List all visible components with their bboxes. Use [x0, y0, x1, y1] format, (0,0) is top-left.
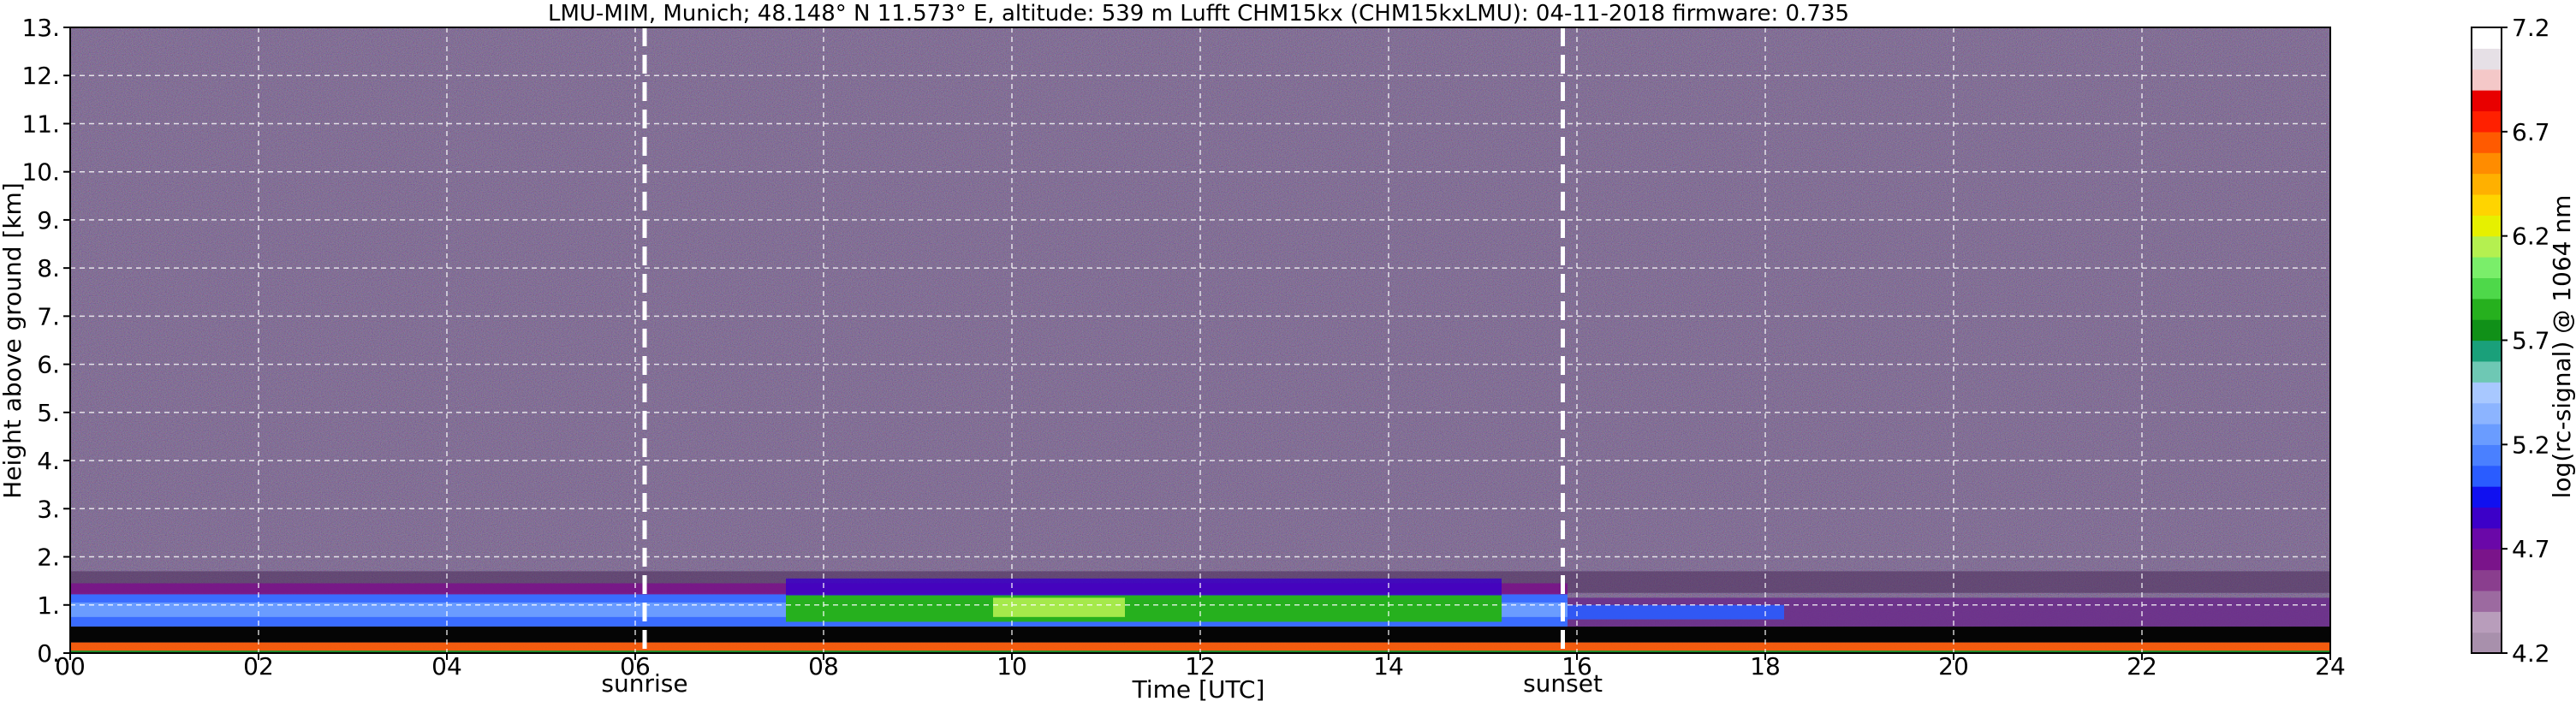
chart-title: LMU-MIM, Munich; 48.148° N 11.573° E, al…	[548, 1, 1849, 27]
colorbar-segment	[2472, 27, 2502, 49]
colorbar-segment	[2472, 382, 2502, 404]
bands-group	[70, 571, 2330, 653]
x-tick-label: 18	[1750, 652, 1781, 680]
colorbar-tick-label: 5.2	[2512, 431, 2550, 459]
colorbar-tick-label: 6.7	[2512, 118, 2550, 146]
day-top-band	[786, 578, 1502, 596]
colorbar-tick-label: 4.2	[2512, 639, 2550, 668]
x-axis: 00 02 04 06 08 10 12 14 16 18 20 22 24	[55, 652, 2346, 680]
colorbar-tick-label: 7.2	[2512, 14, 2550, 42]
colorbar-segment	[2472, 215, 2502, 237]
x-tick-label: 02	[243, 652, 274, 680]
yellow-core	[993, 597, 1125, 617]
colorbar-segment	[2472, 110, 2502, 133]
colorbar-segment	[2472, 465, 2502, 487]
evening-blue-band	[1568, 604, 1784, 620]
colorbar-segment	[2472, 360, 2502, 383]
colorbar-segment	[2472, 527, 2502, 550]
colorbar-segment	[2472, 549, 2502, 571]
colorbar-segment	[2472, 277, 2502, 300]
y-tick-label: 7.	[37, 302, 60, 330]
colorbar	[2471, 27, 2502, 654]
y-tick-label: 4.	[37, 447, 60, 475]
colorbar-segment	[2472, 298, 2502, 320]
x-tick-label: 16	[1562, 652, 1592, 680]
y-tick-label: 3.	[37, 495, 60, 523]
colorbar-segment	[2472, 486, 2502, 508]
colorbar-segment	[2472, 173, 2502, 195]
y-axis-label: Height above ground [km]	[0, 182, 27, 499]
x-tick-label: 20	[1938, 652, 1969, 680]
y-tick-label: 1.	[37, 591, 60, 620]
colorbar-segment	[2472, 48, 2502, 70]
colorbar-label: log(rc-signal) @ 1064 nm	[2548, 195, 2576, 499]
y-tick-label: 12.	[21, 62, 60, 90]
colorbar-segment	[2472, 257, 2502, 278]
y-tick-label: 6.	[37, 351, 60, 379]
x-tick-label: 08	[808, 652, 839, 680]
colorbar-segment	[2472, 152, 2502, 175]
x-tick-label: 12	[1185, 652, 1216, 680]
colorbar-segment	[2472, 611, 2502, 633]
x-tick-label: 22	[2127, 652, 2157, 680]
y-tick-label: 5.	[37, 399, 60, 427]
colorbar-segment	[2472, 632, 2502, 654]
colorbar-tick-label: 5.7	[2512, 327, 2550, 355]
colorbar-axis: 7.2 6.7 6.2 5.7 5.2 4.7 4.2	[2502, 14, 2550, 668]
y-tick-label: 10.	[21, 158, 60, 187]
y-tick-label: 11.	[21, 110, 60, 138]
colorbar-segment	[2472, 423, 2502, 445]
x-tick-label: 00	[55, 652, 86, 680]
colorbar-segment	[2472, 507, 2502, 529]
x-tick-label: 04	[431, 652, 462, 680]
plot-area	[69, 27, 2331, 654]
colorbar-segment	[2472, 402, 2502, 425]
x-tick-label: 10	[996, 652, 1027, 680]
colorbar-segment	[2472, 319, 2502, 342]
colorbar-segment	[2472, 131, 2502, 153]
sunset-label: sunset	[1523, 669, 1603, 698]
x-tick-label: 24	[2315, 652, 2346, 680]
y-tick-label: 2.	[37, 544, 60, 572]
y-tick-label: 0.	[37, 639, 60, 668]
y-tick-label: 13.	[21, 14, 60, 42]
sunrise-label: sunrise	[601, 669, 687, 698]
colorbar-tick-label: 4.7	[2512, 535, 2550, 563]
events-group	[642, 27, 1565, 653]
x-tick-label: 14	[1373, 652, 1404, 680]
event-labels: sunrise sunset	[601, 669, 1603, 698]
colorbar-segment	[2472, 90, 2502, 112]
x-tick-label: 06	[620, 652, 651, 680]
colorbar-segment	[2472, 590, 2502, 612]
x-axis-label: Time [UTC]	[1132, 675, 1265, 704]
colorbar-segment	[2472, 235, 2502, 258]
green-band	[786, 595, 1502, 622]
y-tick-label: 9.	[37, 206, 60, 235]
colorbar-tick-label: 6.2	[2512, 223, 2550, 251]
colorbar-segment	[2472, 444, 2502, 466]
grid-group	[70, 27, 2330, 653]
colorbar-segment	[2472, 340, 2502, 362]
colorbar-segment	[2472, 193, 2502, 216]
y-axis: 0. 1. 2. 3. 4. 5. 6. 7. 8. 9. 10. 11. 12. 13.	[21, 14, 70, 668]
colorbar-segment	[2472, 68, 2502, 91]
near-ground-band	[70, 642, 2330, 651]
y-tick-label: 8.	[37, 254, 60, 282]
colorbar-segment	[2472, 569, 2502, 591]
